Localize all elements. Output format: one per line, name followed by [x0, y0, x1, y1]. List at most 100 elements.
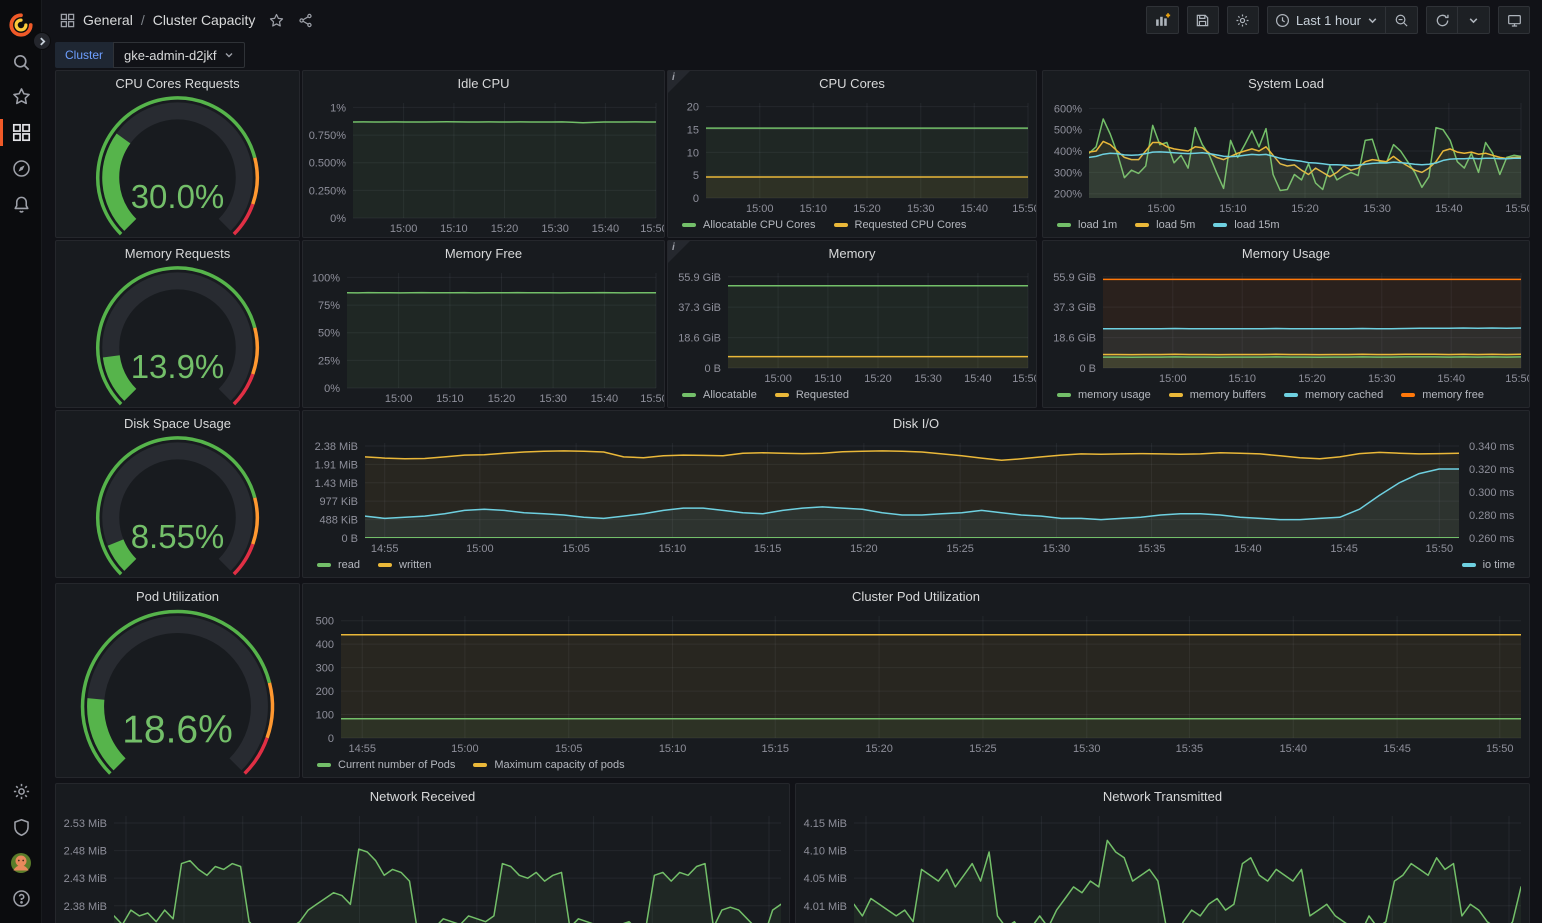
legend-item[interactable]: Allocatable [682, 389, 757, 401]
svg-text:2.43 MiB: 2.43 MiB [64, 873, 107, 885]
panel-title[interactable]: Memory Free [444, 245, 523, 261]
panel-title[interactable]: Memory Usage [1241, 245, 1331, 261]
legend-item[interactable]: load 15m [1213, 219, 1280, 231]
svg-text:15:20: 15:20 [853, 203, 881, 215]
svg-text:0.340 ms: 0.340 ms [1469, 441, 1515, 453]
search-icon[interactable] [0, 44, 42, 80]
svg-text:4.05 MiB: 4.05 MiB [804, 873, 847, 885]
panel-info-icon[interactable]: i [668, 241, 690, 263]
svg-text:300: 300 [316, 663, 334, 675]
legend-series-color [682, 393, 696, 397]
dashboard-settings-button[interactable] [1226, 6, 1259, 34]
legend-series-label: load 5m [1156, 219, 1196, 231]
chart-legend: load 1m load 5m load 15m [1043, 217, 1529, 237]
help-icon[interactable] [0, 880, 42, 916]
toolbar: Last 1 hour [1145, 6, 1530, 34]
sidebar-expand-button[interactable] [33, 32, 51, 50]
svg-text:15:50: 15:50 [1426, 543, 1454, 555]
svg-text:15:40: 15:40 [592, 223, 620, 235]
svg-text:15:05: 15:05 [555, 743, 583, 755]
svg-text:15:00: 15:00 [764, 373, 792, 385]
refresh-interval-dropdown[interactable] [1458, 6, 1490, 34]
variable-value: gke-admin-d2jkf [124, 47, 217, 63]
legend-item[interactable]: memory usage [1057, 389, 1151, 401]
legend-item[interactable]: load 5m [1135, 219, 1195, 231]
panel-title[interactable]: Cluster Pod Utilization [852, 588, 980, 604]
user-avatar[interactable] [0, 845, 42, 881]
panel-info-icon[interactable]: i [668, 71, 690, 93]
kiosk-mode-button[interactable] [1498, 6, 1530, 34]
legend-item[interactable]: memory free [1401, 389, 1484, 401]
legend-item[interactable]: Current number of Pods [317, 759, 455, 771]
share-icon[interactable] [298, 13, 313, 28]
svg-text:15:20: 15:20 [865, 743, 893, 755]
panel-title[interactable]: System Load [1248, 75, 1324, 91]
explore-compass-icon[interactable] [0, 150, 42, 186]
legend-series-label: memory cached [1304, 389, 1384, 401]
panel-title[interactable]: Disk I/O [892, 415, 940, 431]
zoom-out-button[interactable] [1386, 6, 1418, 34]
legend-item[interactable]: Maximum capacity of pods [473, 759, 625, 771]
legend-item[interactable]: read [317, 559, 360, 571]
svg-text:0.250%: 0.250% [309, 185, 347, 197]
save-dashboard-button[interactable] [1186, 6, 1219, 34]
cluster-pod-utilization-chart: 14:55 15:00 15:05 15:10 15:15 15:20 15:25 15:30… [316, 616, 1521, 755]
time-controls: Last 1 hour [1266, 6, 1418, 34]
dashboards-icon[interactable] [0, 114, 42, 150]
svg-text:15:00: 15:00 [1159, 373, 1187, 385]
svg-text:15:25: 15:25 [946, 543, 974, 555]
svg-text:15:00: 15:00 [385, 393, 413, 405]
svg-text:15:40: 15:40 [1234, 543, 1262, 555]
star-icon[interactable] [269, 13, 284, 28]
panel-title[interactable]: Network Transmitted [1102, 788, 1223, 804]
svg-text:1%: 1% [330, 102, 346, 114]
panel-title[interactable]: CPU Cores Requests [115, 75, 240, 91]
panel-title[interactable]: Disk Space Usage [124, 415, 231, 431]
panel-disk-io: Disk I/O 14:55 15:00 15:05 15:10 15:15 15:20 1… [302, 410, 1530, 578]
disk-io-chart: 14:55 15:00 15:05 15:10 15:15 15:20 15:25 15:30… [315, 441, 1515, 555]
panel-title[interactable]: Memory [828, 245, 876, 261]
legend-item[interactable]: memory cached [1283, 389, 1384, 401]
legend-item[interactable]: load 1m [1057, 219, 1117, 231]
breadcrumb-section[interactable]: General [83, 12, 133, 28]
legend-item[interactable]: written [378, 559, 431, 571]
legend-item[interactable]: Requested [774, 389, 849, 401]
breadcrumb-page[interactable]: Cluster Capacity [152, 12, 256, 28]
panel-title[interactable]: CPU Cores [819, 75, 885, 91]
panel-title[interactable]: Idle CPU [457, 75, 510, 91]
panel-title[interactable]: Network Received [369, 788, 476, 804]
panel-title[interactable]: Pod Utilization [135, 588, 220, 604]
refresh-button[interactable] [1426, 6, 1458, 34]
add-panel-button[interactable] [1145, 6, 1179, 34]
alerting-bell-icon[interactable] [0, 186, 42, 222]
svg-text:15:30: 15:30 [914, 373, 942, 385]
chart-legend: Allocatable Requested [668, 387, 1036, 407]
svg-text:15:50: 15:50 [1012, 203, 1036, 215]
legend-series-color [1283, 393, 1298, 397]
variable-value-dropdown[interactable]: gke-admin-d2jkf [113, 42, 245, 68]
legend-item[interactable]: memory buffers [1168, 389, 1266, 401]
time-range-picker[interactable]: Last 1 hour [1266, 6, 1386, 34]
svg-text:400: 400 [316, 639, 334, 651]
panel-idle-cpu: Idle CPU 15:00 15:10 15:20 15:30 15:40 15:50 0… [302, 70, 665, 238]
dashboard-grid-icon[interactable] [60, 13, 75, 28]
server-admin-shield-icon[interactable] [0, 809, 42, 845]
configuration-gear-icon[interactable] [0, 773, 42, 809]
legend-series-label: written [399, 559, 432, 571]
chart-legend: Current number of Pods Maximum capacity o… [303, 757, 1529, 777]
refresh-controls [1426, 6, 1490, 34]
legend-item[interactable]: Requested CPU Cores [833, 219, 966, 231]
svg-text:15:50: 15:50 [640, 223, 664, 235]
starred-icon[interactable] [0, 78, 42, 114]
legend-series-color [682, 223, 696, 227]
legend-item[interactable]: io time [1461, 559, 1515, 571]
panel-title[interactable]: Memory Requests [124, 245, 231, 261]
grafana-logo-icon[interactable] [0, 8, 42, 42]
breadcrumb: General / Cluster Capacity [60, 12, 313, 28]
svg-text:15: 15 [687, 124, 699, 136]
svg-text:2.53 MiB: 2.53 MiB [64, 818, 107, 830]
cpu-cores-requests-gauge: 30.0% [96, 96, 260, 236]
legend-item[interactable]: Allocatable CPU Cores [682, 219, 816, 231]
